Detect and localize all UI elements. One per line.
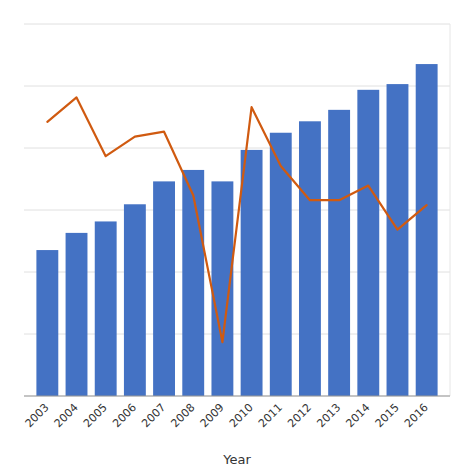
x-tick-label: 2003: [23, 401, 52, 430]
x-tick-label: 2010: [227, 401, 256, 430]
bar: [153, 181, 175, 396]
grid-line: [24, 334, 450, 335]
x-tick-label: 2012: [285, 401, 314, 430]
chart: 2003200420052006200720082009201020112012…: [0, 0, 474, 474]
line: [47, 97, 426, 342]
grid-line: [24, 396, 450, 397]
grid-line: [24, 24, 450, 25]
x-axis-line: [24, 396, 450, 397]
bar: [182, 170, 204, 396]
bar: [241, 150, 263, 396]
x-axis-label: Year: [222, 452, 251, 467]
bar: [416, 64, 438, 396]
bar: [387, 84, 409, 396]
bar: [66, 233, 88, 396]
bar: [95, 221, 117, 396]
y2-axis-line: [450, 24, 451, 396]
bar: [328, 110, 350, 396]
x-tick-label: 2015: [373, 401, 402, 430]
x-tick-label: 2008: [168, 401, 197, 430]
marks: [36, 64, 437, 396]
x-tick-label: 2005: [81, 401, 110, 430]
grid-line: [24, 148, 450, 149]
x-tick-label: 2009: [198, 401, 227, 430]
x-tick-label: 2013: [314, 401, 343, 430]
bar: [357, 90, 379, 396]
x-tick-label: 2016: [402, 401, 431, 430]
grid-line: [24, 272, 450, 273]
bar: [299, 121, 321, 396]
x-tick-label: 2004: [52, 401, 81, 430]
grid-line: [24, 86, 450, 87]
x-tick-label: 2014: [344, 401, 373, 430]
bar: [124, 204, 146, 396]
grid-line: [24, 210, 450, 211]
bar: [36, 250, 58, 396]
x-tick-labels: 2003200420052006200720082009201020112012…: [23, 401, 431, 430]
grid: [24, 24, 450, 396]
x-tick-label: 2006: [110, 401, 139, 430]
bar: [270, 133, 292, 396]
x-tick-label: 2007: [139, 401, 168, 430]
x-tick-label: 2011: [256, 401, 285, 430]
